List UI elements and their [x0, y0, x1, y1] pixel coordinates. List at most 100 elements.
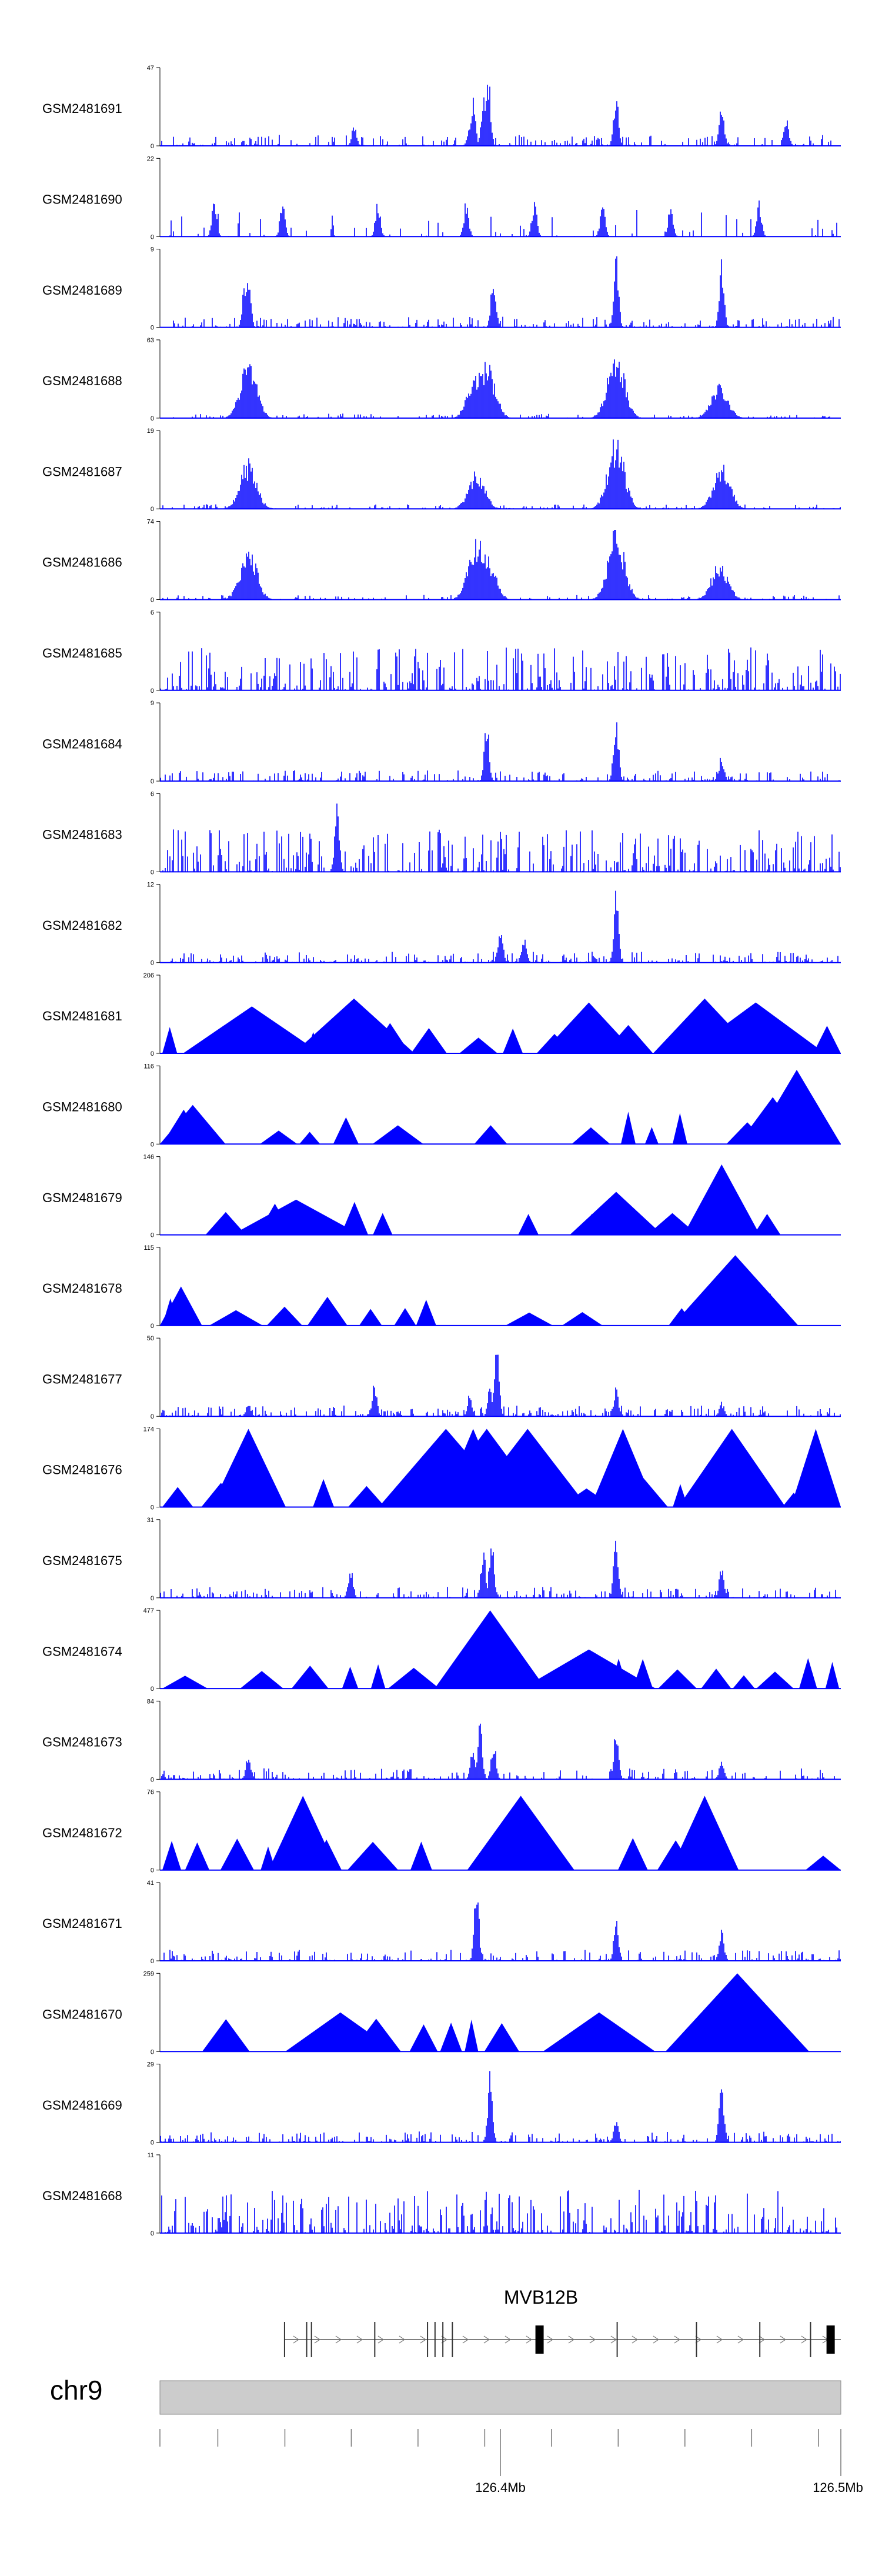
track-GSM2481689: GSM2481689 9 0 [42, 246, 841, 332]
coverage-triangle [753, 1214, 781, 1235]
coverage-triangle [672, 1255, 799, 1326]
axis-tick-label: 126.4Mb [475, 2480, 526, 2495]
coverage-triangle [307, 1297, 348, 1326]
y-tick-label-max: 74 [147, 519, 154, 526]
coverage-triangle [617, 1838, 648, 1870]
coverage-triangle [394, 1308, 416, 1326]
strand-arrow-icon [420, 2335, 426, 2344]
coverage-signal [161, 1723, 835, 1780]
track-label: GSM2481688 [42, 373, 122, 388]
y-tick-label-min: 0 [151, 869, 154, 876]
gene-track: MVB12B [283, 2287, 841, 2357]
strand-arrow-icon [526, 2335, 532, 2344]
coverage-triangle [160, 1105, 226, 1144]
strand-arrow-icon [356, 2335, 363, 2344]
y-tick-label-min: 0 [151, 1867, 154, 1874]
strand-arrow-icon [780, 2335, 786, 2344]
coverage-triangle [467, 1429, 588, 1507]
coverage-triangle [220, 1838, 254, 1870]
y-tick-label-min: 0 [151, 960, 154, 967]
track-label: GSM2481691 [42, 101, 122, 116]
strand-arrow-icon [589, 2335, 596, 2344]
y-tick-label-max: 206 [143, 972, 154, 979]
coverage-triangle [522, 1649, 656, 1689]
y-tick-label-max: 146 [143, 1154, 154, 1161]
track-label: GSM2481674 [42, 1644, 122, 1659]
y-tick-label-max: 50 [147, 1335, 154, 1342]
strand-arrow-icon [716, 2335, 723, 2344]
y-tick-label-min: 0 [151, 143, 154, 150]
coverage-triangle [474, 1125, 507, 1144]
y-tick-label-max: 6 [151, 790, 154, 798]
y-tick-label-min: 0 [151, 233, 154, 241]
genome-axis: 126.4Mb 126.5Mb [159, 2429, 863, 2495]
track-label: GSM2481675 [42, 1553, 122, 1568]
coverage-triangle [672, 1113, 687, 1144]
track-GSM2481673: GSM2481673 84 0 [42, 1698, 841, 1783]
coverage-triangle [260, 1130, 298, 1144]
coverage-triangle [240, 1671, 283, 1689]
coverage-triangle [825, 1661, 840, 1689]
track-GSM2481671: GSM2481671 41 0 [42, 1880, 841, 1965]
track-GSM2481688: GSM2481688 63 0 [42, 337, 841, 422]
strand-arrow-icon [568, 2335, 574, 2344]
y-tick-label-max: 6 [151, 609, 154, 616]
track-label: GSM2481689 [42, 283, 122, 298]
strand-arrow-icon [547, 2335, 553, 2344]
coverage-triangle [503, 1028, 523, 1053]
strand-arrow-icon [399, 2335, 405, 2344]
gene-exon-block [535, 2325, 544, 2354]
coverage-triangle [683, 1164, 760, 1235]
track-label: GSM2481680 [42, 1099, 122, 1114]
track-label: GSM2481683 [42, 827, 122, 842]
track-GSM2481690: GSM2481690 22 0 [42, 155, 841, 241]
coverage-triangle [211, 1429, 286, 1507]
coverage-triangle [348, 1486, 386, 1507]
strand-arrow-icon [462, 2335, 469, 2344]
track-label: GSM2481679 [42, 1190, 122, 1205]
track-label: GSM2481670 [42, 2007, 122, 2021]
coverage-triangle [291, 1666, 329, 1689]
track-label: GSM2481690 [42, 192, 122, 206]
y-tick-label-max: 31 [147, 1517, 154, 1524]
coverage-signal [162, 803, 841, 872]
y-tick-label-min: 0 [151, 325, 154, 332]
y-tick-label-min: 0 [151, 2048, 154, 2056]
coverage-signal [163, 1902, 841, 1961]
coverage-triangle [484, 2023, 519, 2052]
track-GSM2481670: GSM2481670 259 0 [42, 1970, 841, 2056]
coverage-triangle [162, 1841, 182, 1870]
coverage-signal [173, 359, 830, 418]
coverage-triangle [285, 2012, 396, 2052]
coverage-triangle [410, 1841, 432, 1870]
coverage-signal [160, 647, 841, 690]
track-GSM2481678: GSM2481678 115 0 [42, 1244, 841, 1330]
coverage-triangle [162, 1487, 193, 1507]
track-GSM2481674: GSM2481674 477 0 [42, 1607, 841, 1693]
coverage-signal [169, 200, 837, 237]
y-tick-label-max: 63 [147, 337, 154, 344]
coverage-triangle [373, 1213, 393, 1235]
track-label: GSM2481681 [42, 1009, 122, 1023]
coverage-triangle [370, 1664, 386, 1689]
y-tick-label-min: 0 [151, 1232, 154, 1239]
y-tick-label-max: 76 [147, 1789, 154, 1796]
y-tick-label-min: 0 [151, 1686, 154, 1693]
coverage-triangle [572, 1127, 610, 1144]
strand-arrow-icon [737, 2335, 744, 2344]
y-tick-label-min: 0 [151, 1776, 154, 1783]
coverage-triangle [409, 2024, 438, 2052]
y-tick-label-min: 0 [151, 2230, 154, 2237]
y-tick-label-max: 29 [147, 2061, 154, 2068]
coverage-triangle [542, 1002, 636, 1053]
y-tick-label-max: 22 [147, 155, 154, 162]
track-GSM2481679: GSM2481679 146 0 [42, 1154, 841, 1239]
coverage-triangle [644, 1127, 659, 1144]
strand-arrow-icon [505, 2335, 511, 2344]
coverage-triangle [185, 1842, 210, 1870]
coverage-triangle [313, 1479, 335, 1507]
coverage-triangle [678, 1429, 786, 1507]
coverage-triangle [342, 1666, 359, 1689]
coverage-triangle [647, 1213, 698, 1235]
gene-name-label: MVB12B [504, 2287, 578, 2308]
